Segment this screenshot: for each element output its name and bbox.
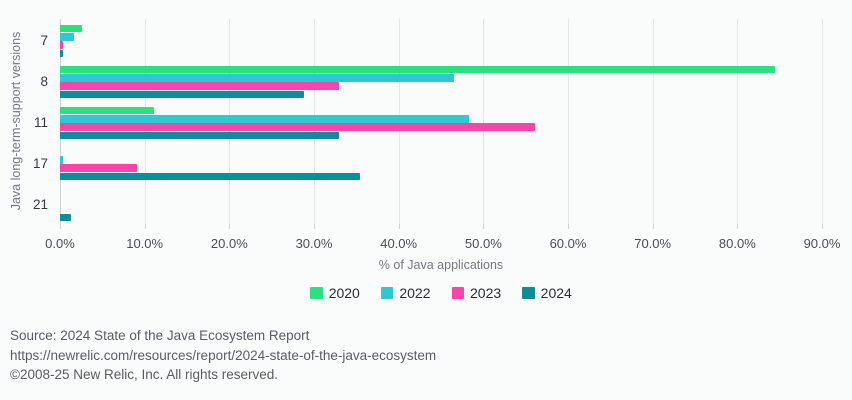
- x-tick-mark: [144, 224, 146, 229]
- plot-area: [60, 19, 823, 229]
- bar-2020-java-8[interactable]: [60, 66, 776, 74]
- bar-2022-java-17[interactable]: [60, 156, 64, 164]
- bar-2024-java-17[interactable]: [60, 172, 360, 180]
- bar-2024-java-8[interactable]: [60, 90, 304, 98]
- bar-2024-java-7[interactable]: [60, 49, 63, 57]
- x-axis-title: % of Java applications: [378, 258, 504, 272]
- legend-swatch-2023: [451, 286, 464, 300]
- x-tick-mark: [60, 224, 61, 229]
- legend: 2020 2022 2023 2024: [60, 284, 822, 302]
- bar-2022-java-8[interactable]: [60, 74, 454, 82]
- x-tick-mark: [568, 224, 569, 229]
- x-tick-mark: [652, 224, 654, 229]
- x-tick-mark: [737, 224, 739, 229]
- x-tick-mark: [483, 224, 485, 229]
- x-tick-mark: [398, 224, 400, 229]
- y-category-label: 7: [40, 33, 48, 48]
- gridline: [737, 19, 739, 224]
- legend-swatch-2022: [380, 286, 394, 300]
- legend-label: 2023: [470, 285, 502, 301]
- bar-2022-java-7[interactable]: [60, 33, 75, 41]
- bar-2020-java-7[interactable]: [60, 25, 82, 33]
- bar-2023-java-7[interactable]: [60, 41, 64, 49]
- x-tick-mark: [229, 224, 231, 229]
- bar-2023-java-8[interactable]: [60, 82, 340, 90]
- legend-swatch-2024: [522, 286, 535, 300]
- footer-url-line: https://newrelic.com/resources/report/20…: [10, 347, 437, 363]
- gridline: [822, 19, 823, 224]
- gridline: [652, 19, 654, 224]
- bar-2020-java-11[interactable]: [60, 107, 154, 115]
- legend-item-2024[interactable]: 2024: [522, 285, 572, 301]
- x-tick-label: 50.0%: [464, 236, 502, 251]
- x-tick-label: 10.0%: [126, 236, 164, 251]
- x-tick-mark: [314, 224, 315, 229]
- y-category-label: 21: [32, 197, 48, 212]
- footer-copyright-line: ©2008-25 New Relic, Inc. All rights rese…: [10, 367, 279, 383]
- x-tick-label: 80.0%: [718, 236, 756, 251]
- x-tick-label: 30.0%: [295, 236, 333, 251]
- x-tick-label: 90.0%: [803, 236, 841, 251]
- footer: Source: 2024 State of the Java Ecosystem…: [10, 326, 436, 385]
- x-tick-label: 40.0%: [380, 236, 418, 251]
- footer-source-line: Source: 2024 State of the Java Ecosystem…: [10, 328, 310, 343]
- y-category-label: 17: [32, 156, 48, 171]
- legend-item-2023[interactable]: 2023: [451, 285, 502, 301]
- bar-2023-java-17[interactable]: [60, 164, 138, 172]
- legend-label: 2020: [328, 285, 360, 301]
- legend-item-2020[interactable]: 2020: [310, 285, 360, 301]
- x-tick-label: 20.0%: [210, 236, 248, 251]
- y-category-label: 8: [40, 74, 48, 89]
- gridline: [483, 19, 485, 224]
- x-tick-mark: [822, 224, 823, 229]
- x-tick-label: 70.0%: [634, 236, 672, 251]
- bar-2023-java-11[interactable]: [60, 123, 535, 131]
- legend-swatch-2020: [310, 286, 323, 300]
- legend-label: 2022: [399, 285, 431, 301]
- y-axis-category-labels: 7 8 11 17 21: [0, 19, 48, 224]
- gridline: [568, 19, 569, 224]
- y-category-label: 11: [33, 115, 48, 130]
- x-axis-tick-labels: 0.0% 10.0% 20.0% 30.0% 40.0% 50.0% 60.0% 70.0% 8…: [45, 236, 840, 251]
- bar-2024-java-11[interactable]: [60, 131, 339, 139]
- legend-label: 2024: [540, 285, 572, 301]
- bar-2022-java-11[interactable]: [60, 115, 469, 123]
- x-tick-label: 0.0%: [45, 236, 75, 251]
- legend-item-2022[interactable]: 2022: [380, 285, 431, 301]
- bar-2024-java-21[interactable]: [60, 213, 71, 221]
- x-tick-label: 60.0%: [549, 236, 587, 251]
